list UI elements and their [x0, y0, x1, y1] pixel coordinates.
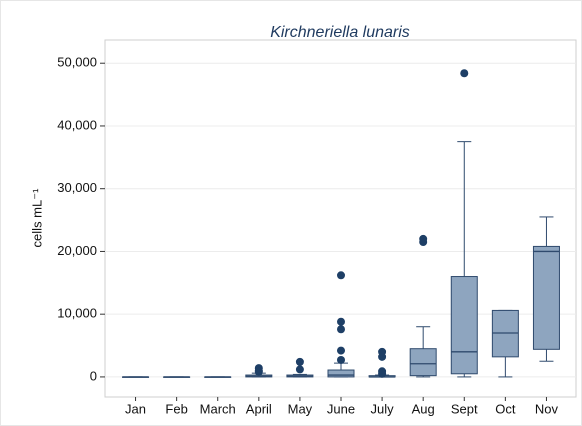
outlier — [378, 352, 387, 361]
x-tick-label: April — [246, 401, 272, 416]
outlier — [295, 357, 304, 366]
x-tick-label: Jan — [125, 401, 146, 416]
box — [327, 369, 355, 378]
outlier — [460, 69, 469, 78]
y-axis-label: cells mL⁻¹ — [29, 188, 44, 248]
y-tick-label: 40,000 — [57, 117, 97, 132]
y-tick-label: 20,000 — [57, 243, 97, 258]
x-tick-label: Feb — [165, 401, 187, 416]
x-tick-label: Aug — [412, 401, 435, 416]
outlier — [337, 355, 345, 364]
outlier — [419, 238, 428, 247]
box — [409, 348, 437, 377]
outlier — [337, 317, 345, 326]
outlier — [254, 367, 263, 376]
x-tick-label: Oct — [495, 401, 516, 416]
y-tick-label: 10,000 — [57, 306, 97, 321]
outlier — [337, 346, 345, 355]
outlier — [378, 369, 387, 378]
outlier — [295, 365, 304, 374]
y-tick-label: 50,000 — [57, 55, 97, 70]
chart-title: Kirchneriella lunaris — [270, 24, 410, 41]
x-tick-label: March — [200, 401, 236, 416]
x-tick-label: Sept — [451, 401, 478, 416]
x-tick-label: July — [371, 401, 395, 416]
y-tick-label: 30,000 — [57, 180, 97, 195]
x-tick-label: Nov — [535, 401, 559, 416]
y-tick-label: 0 — [90, 368, 97, 383]
box — [450, 276, 478, 375]
box — [532, 245, 560, 350]
outlier — [337, 271, 345, 280]
outlier — [337, 325, 345, 334]
x-tick-label: June — [327, 401, 355, 416]
x-tick-label: May — [288, 401, 313, 416]
